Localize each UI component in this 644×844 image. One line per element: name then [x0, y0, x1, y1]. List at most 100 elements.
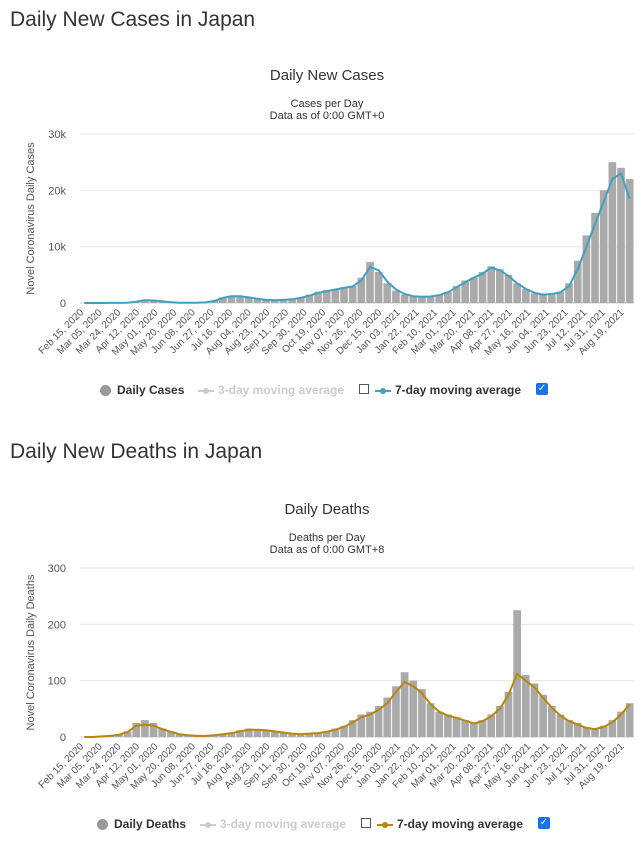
deaths-section-heading: Daily New Deaths in Japan [10, 440, 263, 463]
bar [253, 299, 262, 303]
bar [374, 706, 383, 737]
bar [340, 725, 348, 737]
bar [539, 694, 547, 737]
legend-daily-deaths-label: Daily Deaths [114, 817, 187, 831]
bar [270, 731, 279, 737]
bar [444, 714, 452, 737]
bar [599, 725, 608, 737]
legend-daily-cases-label: Daily Cases [117, 383, 185, 397]
bar [426, 703, 435, 737]
bar [236, 296, 244, 303]
legend-daily-cases[interactable]: Daily Cases [100, 383, 184, 397]
legend-cases-7day-ma-label: 7-day moving average [395, 383, 522, 397]
bar [296, 297, 305, 303]
legend-cases-3day-ma-label: 3-day moving average [218, 383, 345, 397]
bar [461, 280, 470, 303]
bar [392, 686, 400, 737]
bar [123, 731, 132, 737]
bar [617, 711, 625, 737]
bar [400, 672, 409, 737]
cases-3day-ma-checkbox[interactable] [359, 384, 369, 394]
deaths-3day-ma-checkbox[interactable] [361, 818, 371, 828]
moving-average-line [84, 672, 631, 738]
bar [366, 261, 374, 303]
daily-deaths-legend: Daily Deaths 3-day moving average 7-day … [0, 817, 644, 837]
bar [314, 291, 322, 303]
bar [444, 291, 452, 303]
chart-subtitle-line: Cases per Day [291, 98, 364, 110]
chart-title: Daily Deaths [284, 501, 369, 518]
chart-title: Daily New Cases [270, 67, 384, 84]
legend-deaths-3day-ma[interactable]: 3-day moving average [200, 817, 346, 831]
bar [582, 235, 591, 303]
bar [175, 734, 184, 737]
bar [625, 703, 634, 737]
y-tick-label: 10k [48, 242, 66, 254]
bar [219, 297, 227, 303]
y-tick-label: 300 [48, 563, 66, 575]
line-marker-icon [375, 385, 391, 396]
bar [521, 675, 530, 737]
daily-cases-legend: Daily Cases 3-day moving average 7-day m… [0, 383, 644, 403]
legend-daily-deaths[interactable]: Daily Deaths [97, 817, 186, 831]
bar [409, 680, 418, 737]
bar [452, 286, 461, 303]
deaths-7day-ma-checkbox[interactable]: ✓ [538, 817, 550, 829]
bar [478, 720, 487, 737]
bar [496, 706, 504, 737]
cases-7day-ma-checkbox[interactable]: ✓ [536, 383, 548, 395]
legend-deaths-7day-ma-label: 7-day moving average [397, 817, 524, 831]
bar [331, 288, 340, 303]
y-axis-label: Novel Coronavirus Daily Deaths [25, 574, 37, 730]
line-marker-icon [198, 385, 214, 396]
bar [141, 720, 149, 737]
bar [452, 717, 461, 737]
bar [296, 734, 305, 737]
bar [357, 714, 366, 737]
bar [383, 697, 392, 737]
bar [244, 728, 253, 737]
bar [513, 283, 521, 303]
bar [383, 283, 392, 303]
bar [288, 299, 296, 303]
bar [435, 294, 444, 303]
legend-cases-3day-ma[interactable]: 3-day moving average [198, 383, 344, 397]
bar [547, 293, 556, 303]
bar [262, 730, 270, 737]
y-tick-label: 200 [48, 619, 66, 631]
bar [305, 733, 314, 737]
bar [608, 720, 617, 737]
bar [504, 691, 513, 737]
y-axis-label: Novel Coronavirus Daily Cases [25, 142, 37, 295]
bar [539, 294, 547, 303]
bar [305, 294, 314, 303]
bar [470, 722, 478, 737]
bar [573, 722, 582, 737]
bar [487, 714, 495, 737]
bar [625, 179, 634, 303]
chart-subtitle-line: Data as of 0:00 GMT+0 [270, 110, 385, 122]
bar [149, 722, 158, 737]
bar [227, 295, 236, 303]
bar [366, 711, 374, 737]
legend-deaths-7day-ma[interactable]: 7-day moving average [377, 817, 523, 831]
line-marker-icon [200, 819, 216, 830]
bar [357, 277, 366, 303]
bar [591, 212, 599, 303]
y-tick-label: 20k [48, 185, 66, 197]
bar [582, 726, 591, 737]
bar [227, 732, 236, 737]
bar [435, 711, 444, 737]
cases-section-heading: Daily New Cases in Japan [10, 8, 256, 31]
legend-cases-7day-ma[interactable]: 7-day moving average [375, 383, 521, 397]
bar [487, 266, 495, 303]
bar [149, 300, 158, 303]
bar [262, 300, 270, 303]
bar [348, 720, 357, 737]
bar [418, 689, 426, 737]
bar [426, 296, 435, 303]
bar [461, 720, 470, 737]
bar [279, 299, 288, 303]
bar [599, 190, 608, 303]
